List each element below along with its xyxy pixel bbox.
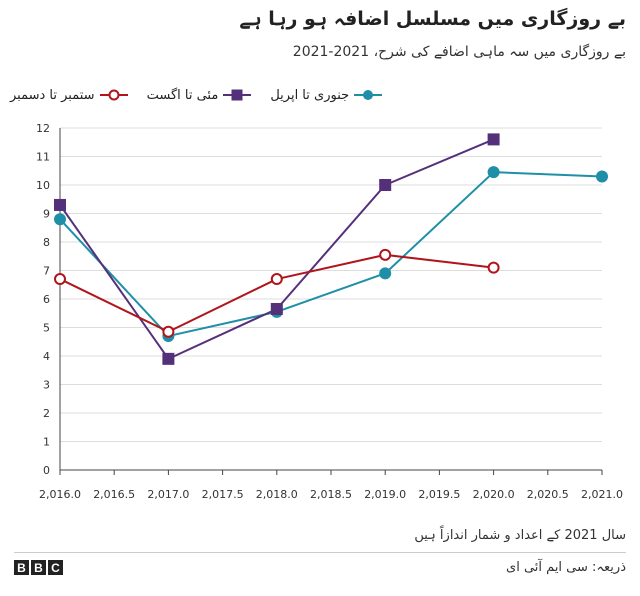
bbc-logo-letter: B [31, 560, 46, 575]
series-line-2 [59, 138, 494, 360]
chart-footnote: سال 2021 کے اعداد و شمار اندازاً ہیں [414, 528, 626, 543]
chart-legend: جنوری تا اپریل مئی تا اگست ستمبر تا دسمب… [10, 84, 383, 106]
y-tick-label: 8 [43, 236, 50, 249]
y-tick-label: 0 [43, 464, 50, 477]
data-point-series-3 [270, 273, 283, 286]
x-tick-label: 2,019.0 [364, 488, 406, 501]
x-tick-label: 2,016.5 [93, 488, 135, 501]
bbc-logo-letter: B [14, 560, 29, 575]
data-point-series-3 [487, 261, 500, 274]
data-point-series-3 [379, 248, 392, 261]
legend-label: جنوری تا اپریل [270, 87, 350, 103]
x-tick-label: 2,018.0 [256, 488, 298, 501]
x-tick-label: 2,018.5 [310, 488, 352, 501]
data-point-series-2 [379, 179, 392, 191]
y-tick-label: 4 [43, 350, 50, 363]
legend-item-sep-dec: ستمبر تا دسمبر [10, 88, 129, 103]
y-tick-label: 1 [43, 436, 50, 449]
x-tick-label: 2,017.5 [202, 488, 244, 501]
data-point-series-2 [487, 133, 500, 146]
x-tick-label: 2,021.0 [581, 488, 623, 501]
data-point-series-2 [270, 302, 283, 315]
legend-marker-square-icon [222, 89, 252, 101]
bbc-logo-letter: C [48, 560, 63, 575]
y-tick-label: 2 [43, 407, 50, 420]
footer-divider [14, 552, 626, 553]
x-tick-label: 2,019.5 [418, 488, 460, 501]
y-tick-label: 6 [43, 293, 50, 306]
data-point-series-1 [596, 170, 608, 183]
chart-title: بے روزگاری میں مسلسل اضافہ ہو رہا ہے [239, 8, 626, 30]
y-tick-label: 11 [36, 151, 50, 164]
y-tick-label: 7 [43, 265, 50, 278]
legend-marker-circle-open-icon [99, 89, 129, 101]
x-tick-label: 2,016.0 [39, 488, 81, 501]
legend-marker-circle-filled-icon [353, 89, 383, 101]
data-point-series-2 [162, 352, 175, 365]
series-line-1 [59, 171, 603, 338]
y-tick-label: 9 [43, 208, 50, 221]
y-tick-label: 5 [43, 322, 50, 335]
y-tick-label: 12 [36, 122, 50, 135]
legend-item-jan-apr: جنوری تا اپریل [270, 88, 383, 103]
data-point-series-2 [54, 198, 66, 211]
data-point-series-1 [54, 213, 66, 226]
chart-subtitle: بے روزگاری میں سہ ماہی اضافے کی شرح، 202… [292, 44, 626, 60]
legend-item-may-aug: مئی تا اگست [147, 88, 253, 103]
chart-source: ذریعہ: سی ایم آئی ای [506, 560, 626, 575]
data-point-series-1 [487, 166, 500, 179]
x-tick-label: 2,020.0 [473, 488, 515, 501]
data-point-series-1 [379, 267, 392, 280]
y-tick-label: 3 [43, 379, 50, 392]
legend-label: ستمبر تا دسمبر [10, 87, 95, 103]
y-tick-label: 10 [36, 179, 50, 192]
series-line-3 [59, 253, 494, 333]
x-tick-label: 2,017.0 [147, 488, 189, 501]
legend-label: مئی تا اگست [146, 87, 219, 103]
data-point-series-3 [162, 325, 175, 338]
x-tick-label: 2,020.5 [527, 488, 569, 501]
bbc-logo: B B C [14, 560, 63, 575]
data-point-series-3 [54, 273, 66, 286]
